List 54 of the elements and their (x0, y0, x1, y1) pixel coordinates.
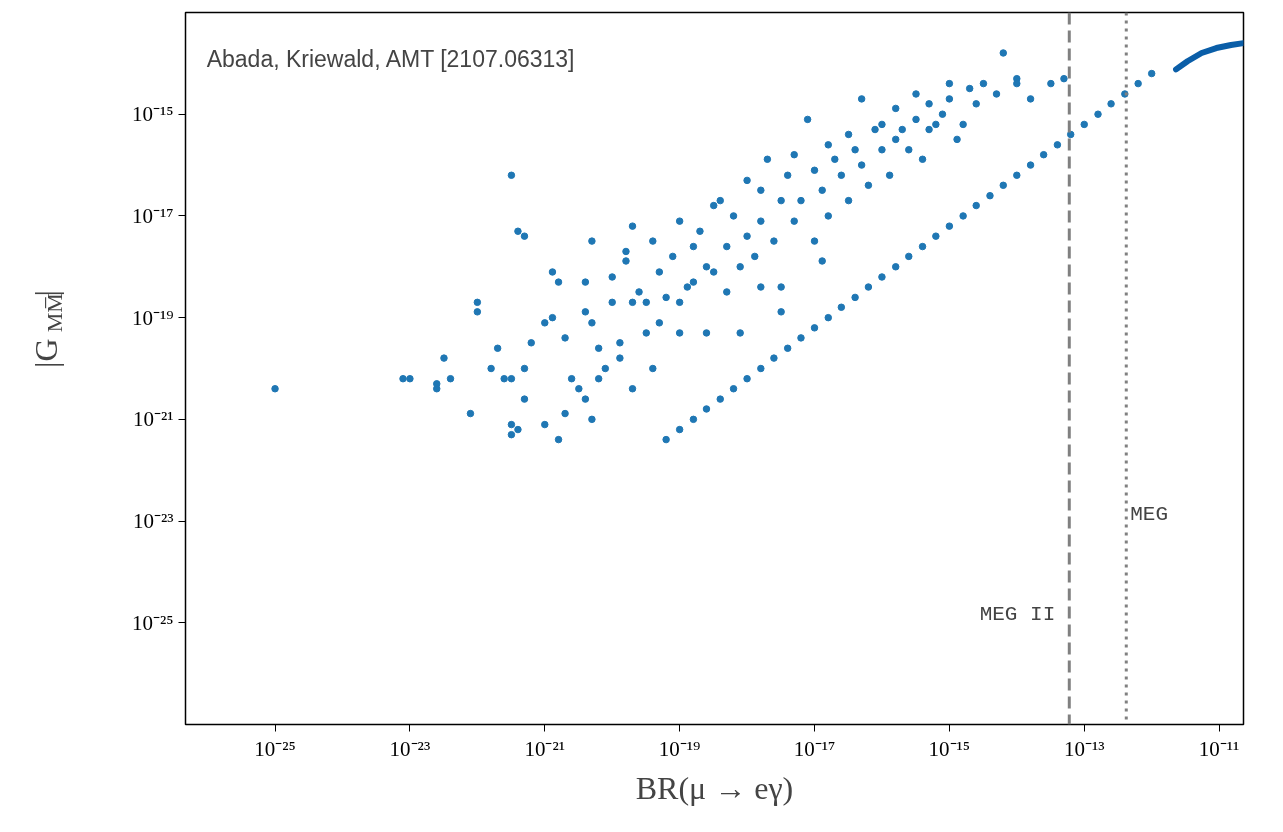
point (757, 364, 765, 373)
point (986, 191, 994, 200)
point (999, 181, 1008, 190)
point (932, 232, 940, 240)
point (945, 222, 954, 230)
y-tick-label: 10⁻²¹ (132, 407, 174, 432)
point (716, 395, 724, 403)
x-tick-label: 10⁻¹⁷ (793, 736, 836, 761)
x-axis-title: BR(μ → eγ) (635, 769, 794, 806)
point (770, 354, 778, 362)
point (797, 334, 805, 342)
annotation: Abada, Kriewald, AMT [2107.06313] (206, 45, 575, 72)
point (783, 344, 792, 353)
y-tick-label: 10⁻¹⁵ (131, 102, 174, 127)
point (824, 313, 833, 322)
point (729, 384, 738, 393)
point (959, 212, 967, 220)
point (1039, 150, 1048, 159)
point (972, 201, 980, 210)
x-tick-label: 10⁻²⁵ (254, 736, 296, 761)
point (1013, 171, 1021, 180)
ref-line-label: MEG (1130, 502, 1169, 526)
point (837, 303, 846, 312)
point (662, 435, 670, 444)
x-tick-label: 10⁻²¹ (524, 736, 566, 761)
point (675, 425, 684, 434)
point (1134, 79, 1142, 88)
point (702, 405, 711, 413)
point (878, 273, 886, 281)
point (905, 252, 913, 261)
point (1094, 110, 1102, 118)
point (1147, 69, 1156, 78)
x-tick-label: 10⁻¹⁹ (658, 736, 701, 761)
x-tick-label: 10⁻²³ (389, 736, 431, 761)
point (851, 293, 859, 302)
x-tick-label: 10⁻¹¹ (1198, 736, 1240, 761)
y-tick-label: 10⁻²³ (132, 509, 174, 534)
point (743, 374, 751, 383)
y-tick-label: 10⁻¹⁹ (131, 305, 174, 330)
point (1026, 161, 1035, 169)
x-tick-label: 10⁻¹⁵ (928, 736, 971, 761)
point (891, 263, 900, 271)
y-axis-title: |GMM̅| (27, 290, 67, 368)
point (689, 415, 698, 424)
point (810, 324, 819, 332)
point (1053, 141, 1062, 149)
x-tick-label: 10⁻¹³ (1063, 736, 1105, 761)
point (918, 242, 927, 251)
ref-line-label: MEG II (979, 602, 1056, 626)
point (1080, 120, 1088, 129)
y-tick-label: 10⁻²⁵ (131, 610, 174, 635)
y-tick-label: 10⁻¹⁷ (131, 203, 174, 228)
point (1107, 100, 1115, 108)
point (864, 283, 873, 291)
